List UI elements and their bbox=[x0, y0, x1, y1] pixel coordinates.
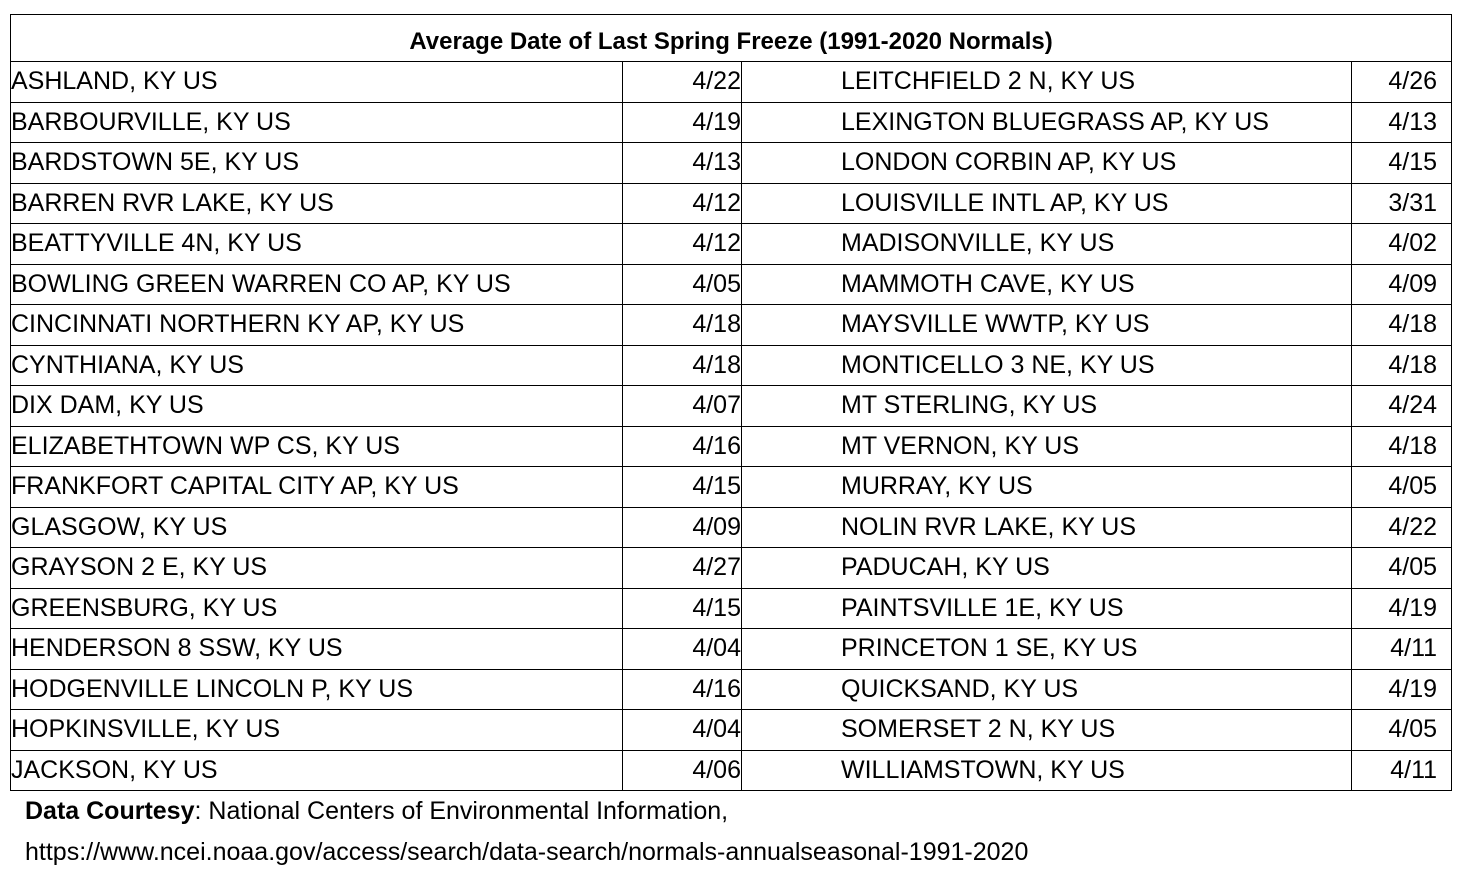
right-station-cell: LOUISVILLE INTL AP, KY US bbox=[741, 182, 1352, 224]
table-row: GREENSBURG, KY US 4/15 PAINTSVILLE 1E, KY … bbox=[10, 587, 1453, 629]
left-station-cell: BARREN RVR LAKE, KY US bbox=[10, 182, 623, 224]
table-row: HOPKINSVILLE, KY US 4/04 SOMERSET 2 N, KY … bbox=[10, 709, 1453, 751]
right-date-cell: 4/09 bbox=[1350, 263, 1453, 305]
left-date-cell: 4/04 bbox=[622, 709, 742, 751]
left-station-cell: BOWLING GREEN WARREN CO AP, KY US bbox=[10, 263, 623, 305]
left-date-cell: 4/18 bbox=[622, 344, 742, 386]
right-date-cell: 4/24 bbox=[1350, 385, 1453, 427]
table-row: BOWLING GREEN WARREN CO AP, KY US 4/05 MAM… bbox=[10, 263, 1453, 305]
right-station-cell: MAYSVILLE WWTP, KY US bbox=[741, 304, 1352, 346]
left-station-cell: ASHLAND, KY US bbox=[10, 61, 623, 103]
right-station-cell: MAMMOTH CAVE, KY US bbox=[741, 263, 1352, 305]
left-station-cell: BEATTYVILLE 4N, KY US bbox=[10, 223, 623, 265]
freeze-date-table: Average Date of Last Spring Freeze (1991… bbox=[9, 14, 1453, 791]
right-station-cell: LEXINGTON BLUEGRASS AP, KY US bbox=[741, 101, 1352, 143]
data-source-url: https://www.ncei.noaa.gov/access/search/… bbox=[25, 838, 1029, 866]
table-title: Average Date of Last Spring Freeze (1991… bbox=[9, 14, 1453, 62]
data-courtesy-note: Data Courtesy: National Centers of Envir… bbox=[25, 797, 728, 826]
right-date-cell: 4/22 bbox=[1350, 506, 1453, 548]
left-date-cell: 4/07 bbox=[622, 385, 742, 427]
left-station-cell: GLASGOW, KY US bbox=[10, 506, 623, 548]
table-row: ASHLAND, KY US 4/22 LEITCHFIELD 2 N, KY US… bbox=[10, 61, 1453, 103]
right-station-cell: MT VERNON, KY US bbox=[741, 425, 1352, 467]
data-courtesy-label: Data Courtesy bbox=[25, 797, 195, 825]
right-station-cell: QUICKSAND, KY US bbox=[741, 668, 1352, 710]
left-date-cell: 4/22 bbox=[622, 61, 742, 103]
table-row: CINCINNATI NORTHERN KY AP, KY US 4/18 MAYS… bbox=[10, 304, 1453, 346]
right-station-cell: MONTICELLO 3 NE, KY US bbox=[741, 344, 1352, 386]
table-row: BEATTYVILLE 4N, KY US 4/12 MADISONVILLE, K… bbox=[10, 223, 1453, 265]
left-date-cell: 4/09 bbox=[622, 506, 742, 548]
left-station-cell: BARDSTOWN 5E, KY US bbox=[10, 142, 623, 184]
data-courtesy-source: : National Centers of Environmental Info… bbox=[194, 797, 729, 825]
right-date-cell: 4/18 bbox=[1350, 425, 1453, 467]
left-station-cell: CYNTHIANA, KY US bbox=[10, 344, 623, 386]
table-row: FRANKFORT CAPITAL CITY AP, KY US 4/15 MURR… bbox=[10, 466, 1453, 508]
right-date-cell: 4/26 bbox=[1350, 61, 1453, 103]
table-row: JACKSON, KY US 4/06 WILLIAMSTOWN, KY US 4/1… bbox=[10, 749, 1453, 791]
right-date-cell: 4/11 bbox=[1350, 749, 1453, 791]
left-date-cell: 4/15 bbox=[622, 587, 742, 629]
left-date-cell: 4/16 bbox=[622, 425, 742, 467]
table-row: HENDERSON 8 SSW, KY US 4/04 PRINCETON 1 SE… bbox=[10, 628, 1453, 670]
right-station-cell: SOMERSET 2 N, KY US bbox=[741, 709, 1352, 751]
table-row: GLASGOW, KY US 4/09 NOLIN RVR LAKE, KY US 4… bbox=[10, 506, 1453, 548]
right-station-cell: WILLIAMSTOWN, KY US bbox=[741, 749, 1352, 791]
left-date-cell: 4/16 bbox=[622, 668, 742, 710]
right-date-cell: 4/05 bbox=[1350, 466, 1453, 508]
right-date-cell: 4/19 bbox=[1350, 668, 1453, 710]
table-row: HODGENVILLE LINCOLN P, KY US 4/16 QUICKSAN… bbox=[10, 668, 1453, 710]
left-date-cell: 4/19 bbox=[622, 101, 742, 143]
right-station-cell: PADUCAH, KY US bbox=[741, 547, 1352, 589]
right-date-cell: 4/15 bbox=[1350, 142, 1453, 184]
table-body: Average Date of Last Spring Freeze (1991… bbox=[9, 14, 1453, 791]
table-row: DIX DAM, KY US 4/07 MT STERLING, KY US 4/24 bbox=[10, 385, 1453, 427]
right-date-cell: 3/31 bbox=[1350, 182, 1453, 224]
left-station-cell: HOPKINSVILLE, KY US bbox=[10, 709, 623, 751]
table-row: ELIZABETHTOWN WP CS, KY US 4/16 MT VERNON,… bbox=[10, 425, 1453, 467]
left-station-cell: FRANKFORT CAPITAL CITY AP, KY US bbox=[10, 466, 623, 508]
right-station-cell: MURRAY, KY US bbox=[741, 466, 1352, 508]
left-date-cell: 4/12 bbox=[622, 223, 742, 265]
left-station-cell: DIX DAM, KY US bbox=[10, 385, 623, 427]
right-station-cell: PAINTSVILLE 1E, KY US bbox=[741, 587, 1352, 629]
right-station-cell: MT STERLING, KY US bbox=[741, 385, 1352, 427]
left-date-cell: 4/06 bbox=[622, 749, 742, 791]
right-date-cell: 4/13 bbox=[1350, 101, 1453, 143]
table-row: BARBOURVILLE, KY US 4/19 LEXINGTON BLUEGRA… bbox=[10, 101, 1453, 143]
right-date-cell: 4/05 bbox=[1350, 709, 1453, 751]
table-row: BARREN RVR LAKE, KY US 4/12 LOUISVILLE INT… bbox=[10, 182, 1453, 224]
right-station-cell: LONDON CORBIN AP, KY US bbox=[741, 142, 1352, 184]
left-station-cell: CINCINNATI NORTHERN KY AP, KY US bbox=[10, 304, 623, 346]
right-station-cell: NOLIN RVR LAKE, KY US bbox=[741, 506, 1352, 548]
right-date-cell: 4/11 bbox=[1350, 628, 1453, 670]
left-station-cell: HENDERSON 8 SSW, KY US bbox=[10, 628, 623, 670]
right-date-cell: 4/02 bbox=[1350, 223, 1453, 265]
right-station-cell: MADISONVILLE, KY US bbox=[741, 223, 1352, 265]
left-station-cell: HODGENVILLE LINCOLN P, KY US bbox=[10, 668, 623, 710]
right-date-cell: 4/18 bbox=[1350, 304, 1453, 346]
left-station-cell: BARBOURVILLE, KY US bbox=[10, 101, 623, 143]
right-station-cell: LEITCHFIELD 2 N, KY US bbox=[741, 61, 1352, 103]
right-date-cell: 4/05 bbox=[1350, 547, 1453, 589]
left-date-cell: 4/04 bbox=[622, 628, 742, 670]
right-date-cell: 4/19 bbox=[1350, 587, 1453, 629]
left-station-cell: GRAYSON 2 E, KY US bbox=[10, 547, 623, 589]
left-date-cell: 4/18 bbox=[622, 304, 742, 346]
left-station-cell: JACKSON, KY US bbox=[10, 749, 623, 791]
right-station-cell: PRINCETON 1 SE, KY US bbox=[741, 628, 1352, 670]
right-date-cell: 4/18 bbox=[1350, 344, 1453, 386]
left-date-cell: 4/27 bbox=[622, 547, 742, 589]
table-row: CYNTHIANA, KY US 4/18 MONTICELLO 3 NE, KY … bbox=[10, 344, 1453, 386]
left-station-cell: GREENSBURG, KY US bbox=[10, 587, 623, 629]
table-title-row: Average Date of Last Spring Freeze (1991… bbox=[9, 14, 1453, 62]
table-row: GRAYSON 2 E, KY US 4/27 PADUCAH, KY US 4/05 bbox=[10, 547, 1453, 589]
left-date-cell: 4/12 bbox=[622, 182, 742, 224]
left-date-cell: 4/13 bbox=[622, 142, 742, 184]
left-date-cell: 4/15 bbox=[622, 466, 742, 508]
left-date-cell: 4/05 bbox=[622, 263, 742, 305]
table-row: BARDSTOWN 5E, KY US 4/13 LONDON CORBIN AP,… bbox=[10, 142, 1453, 184]
left-station-cell: ELIZABETHTOWN WP CS, KY US bbox=[10, 425, 623, 467]
